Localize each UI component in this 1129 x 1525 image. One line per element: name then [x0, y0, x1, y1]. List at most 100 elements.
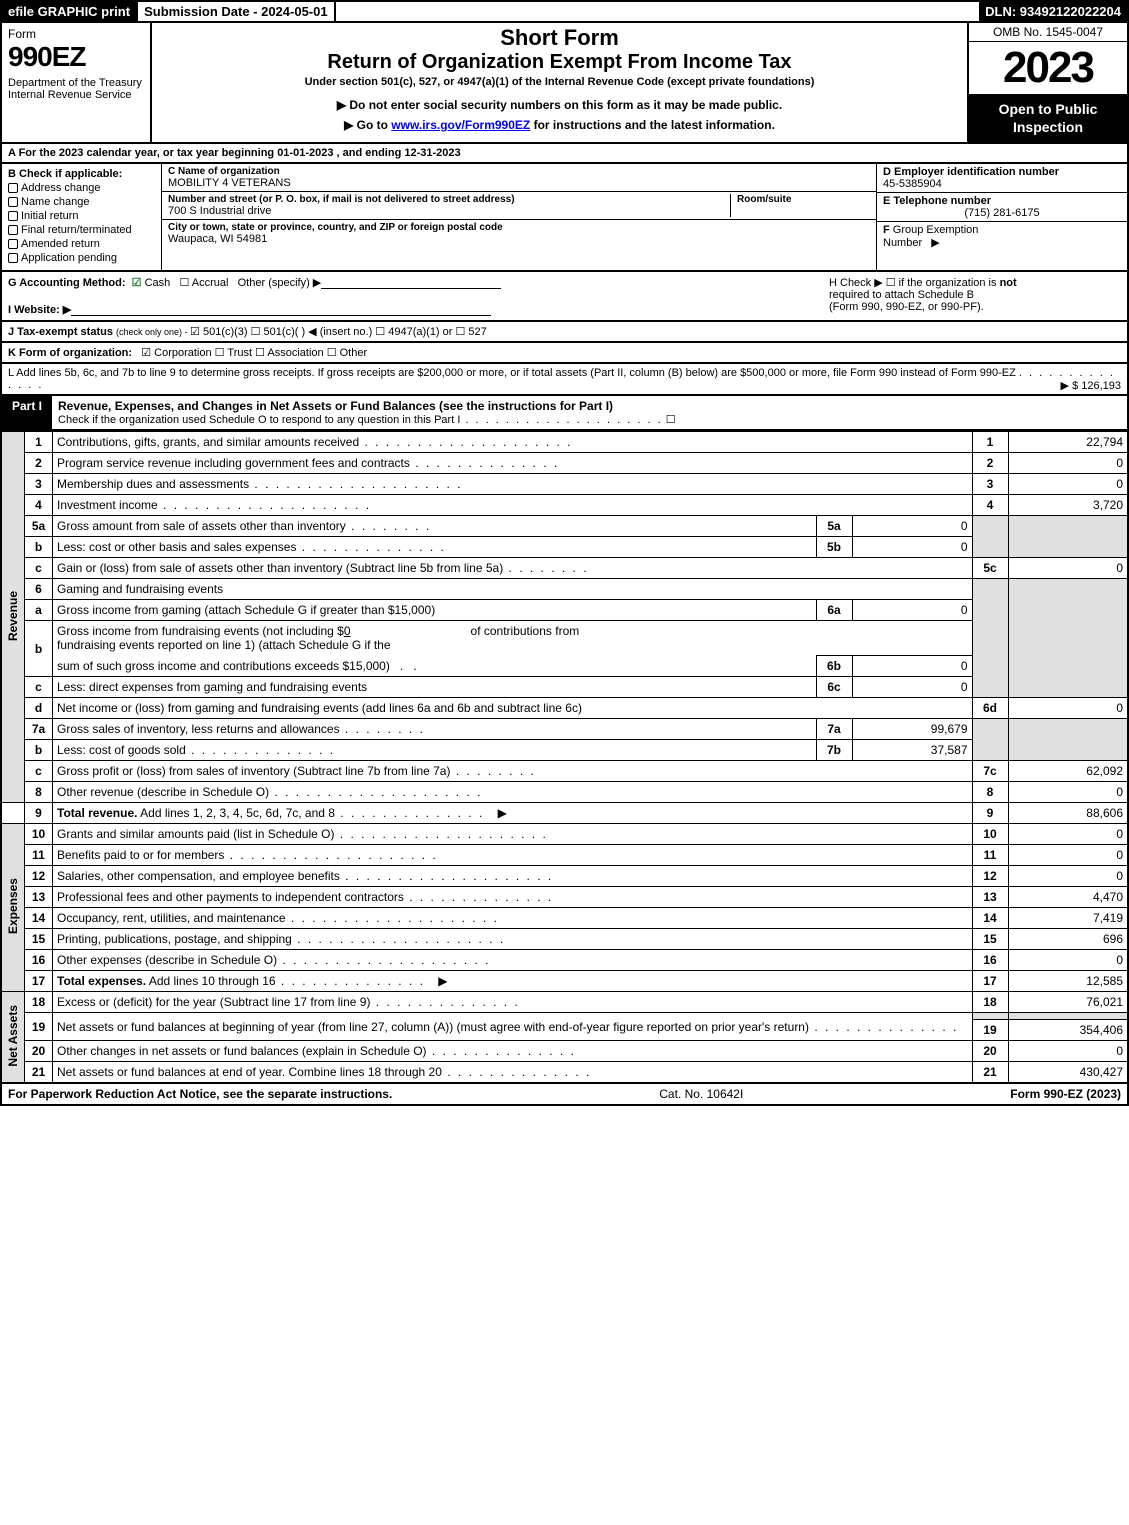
- line-14-desc: Occupancy, rent, utilities, and maintena…: [53, 908, 973, 929]
- line-15-desc: Printing, publications, postage, and shi…: [53, 929, 973, 950]
- chk-label-4: Amended return: [21, 238, 100, 250]
- check-icon: ☑: [132, 277, 142, 289]
- shade-7: [972, 719, 1008, 761]
- part1-check-text: Check if the organization used Schedule …: [58, 414, 460, 426]
- line-7c-desc: Gross profit or (loss) from sales of inv…: [53, 761, 973, 782]
- k-label: K Form of organization:: [8, 347, 132, 359]
- line-6-desc: Gaming and fundraising events: [53, 579, 973, 600]
- chk-final-return[interactable]: Final return/terminated: [8, 224, 155, 236]
- shade-19: [972, 1013, 1008, 1020]
- shade-6-amt: [1008, 579, 1128, 698]
- line-18-box: 18: [972, 992, 1008, 1013]
- line-9-num: 9: [25, 803, 53, 824]
- line-5a-desc: Gross amount from sale of assets other t…: [53, 516, 817, 537]
- page-footer: For Paperwork Reduction Act Notice, see …: [0, 1084, 1129, 1106]
- line-7b-num: b: [25, 740, 53, 761]
- c-room-label: Room/suite: [737, 194, 870, 205]
- part1-header: Part I Revenue, Expenses, and Changes in…: [0, 396, 1129, 431]
- f-label: F Group ExemptionNumber ▶: [883, 224, 1121, 249]
- goto-note: ▶ Go to www.irs.gov/Form990EZ for instru…: [158, 118, 961, 132]
- h-text3: (Form 990, 990-EZ, or 990-PF).: [829, 301, 984, 313]
- line-1-num: 1: [25, 432, 53, 453]
- part1-tab: Part I: [2, 396, 52, 429]
- line-20-desc: Other changes in net assets or fund bala…: [53, 1041, 973, 1062]
- footer-right: Form 990-EZ (2023): [1010, 1087, 1121, 1101]
- line-14-num: 14: [25, 908, 53, 929]
- c-room: Room/suite: [730, 194, 870, 217]
- chk-name-change[interactable]: Name change: [8, 196, 155, 208]
- org-street: 700 S Industrial drive: [168, 205, 730, 217]
- line-7a-num: 7a: [25, 719, 53, 740]
- col-b: B Check if applicable: Address change Na…: [2, 164, 162, 270]
- chk-label-1: Name change: [21, 196, 90, 208]
- header-right: OMB No. 1545-0047 2023 Open to Public In…: [967, 23, 1127, 142]
- row-j: J Tax-exempt status (check only one) - ☑…: [0, 322, 1129, 343]
- line-6a-num: a: [25, 600, 53, 621]
- line-6d-num: d: [25, 698, 53, 719]
- line-5c-desc: Gain or (loss) from sale of assets other…: [53, 558, 973, 579]
- g-other: Other (specify) ▶: [238, 277, 322, 289]
- omb-label: OMB No. 1545-0047: [969, 23, 1127, 42]
- chk-label-5: Application pending: [21, 252, 117, 264]
- line-6b-desc-1: Gross income from fundraising events (no…: [53, 621, 973, 656]
- chk-address-change[interactable]: Address change: [8, 182, 155, 194]
- line-12-amt: 0: [1008, 866, 1128, 887]
- line-14-box: 14: [972, 908, 1008, 929]
- h-not: not: [1000, 277, 1017, 289]
- line-9-box: 9: [972, 803, 1008, 824]
- line-12-box: 12: [972, 866, 1008, 887]
- line-4-num: 4: [25, 495, 53, 516]
- tel-value: (715) 281-6175: [883, 207, 1121, 219]
- line-21-box: 21: [972, 1062, 1008, 1084]
- footer-mid: Cat. No. 10642I: [392, 1087, 1010, 1101]
- open-to-public: Open to Public Inspection: [969, 94, 1127, 142]
- line-6b-num: b: [25, 621, 53, 677]
- line-6a-box: 6a: [816, 600, 852, 621]
- line-10-box: 10: [972, 824, 1008, 845]
- ein-value: 45-5385904: [883, 178, 1121, 190]
- line-1-amt: 22,794: [1008, 432, 1128, 453]
- goto-link[interactable]: www.irs.gov/Form990EZ: [391, 118, 530, 132]
- line-18-desc: Excess or (deficit) for the year (Subtra…: [53, 992, 973, 1013]
- line-2-num: 2: [25, 453, 53, 474]
- line-7b-desc: Less: cost of goods sold: [53, 740, 817, 761]
- line-19-amt: 354,406: [1008, 1020, 1128, 1041]
- line-3-box: 3: [972, 474, 1008, 495]
- line-4-amt: 3,720: [1008, 495, 1128, 516]
- chk-label-2: Initial return: [21, 210, 78, 222]
- line-17-box: 17: [972, 971, 1008, 992]
- org-name: MOBILITY 4 VETERANS: [168, 177, 870, 189]
- part1-check-box[interactable]: ☐: [666, 414, 676, 426]
- line-5b-num: b: [25, 537, 53, 558]
- line-6b-box: 6b: [816, 656, 852, 677]
- line-2-box: 2: [972, 453, 1008, 474]
- line-7b-box: 7b: [816, 740, 852, 761]
- line-5b-box: 5b: [816, 537, 852, 558]
- line-7c-amt: 62,092: [1008, 761, 1128, 782]
- line-6b-zero: 0: [344, 624, 351, 638]
- gi-left: G Accounting Method: ☑ Cash ☐ Accrual Ot…: [8, 276, 821, 316]
- chk-initial-return[interactable]: Initial return: [8, 210, 155, 222]
- line-15-amt: 696: [1008, 929, 1128, 950]
- form-label: Form: [8, 27, 144, 41]
- line-6c-amt: 0: [852, 677, 972, 698]
- line-3-amt: 0: [1008, 474, 1128, 495]
- line-1-box: 1: [972, 432, 1008, 453]
- chk-application-pending[interactable]: Application pending: [8, 252, 155, 264]
- side-net-assets: Net Assets: [1, 992, 25, 1084]
- submission-date-label: Submission Date - 2024-05-01: [138, 2, 336, 21]
- c-street-row: Number and street (or P. O. box, if mail…: [162, 192, 876, 220]
- header-mid: Short Form Return of Organization Exempt…: [152, 23, 967, 142]
- subtitle: Under section 501(c), 527, or 4947(a)(1)…: [158, 76, 961, 88]
- b-label: B Check if applicable:: [8, 168, 122, 180]
- chk-amended-return[interactable]: Amended return: [8, 238, 155, 250]
- e-row: E Telephone number (715) 281-6175: [877, 193, 1127, 222]
- line-6d-amt: 0: [1008, 698, 1128, 719]
- line-21-num: 21: [25, 1062, 53, 1084]
- line-11-box: 11: [972, 845, 1008, 866]
- line-4-box: 4: [972, 495, 1008, 516]
- j-sub: (check only one) -: [116, 327, 190, 337]
- chk-label-0: Address change: [21, 182, 101, 194]
- tax-year: 2023: [969, 42, 1127, 94]
- line-20-num: 20: [25, 1041, 53, 1062]
